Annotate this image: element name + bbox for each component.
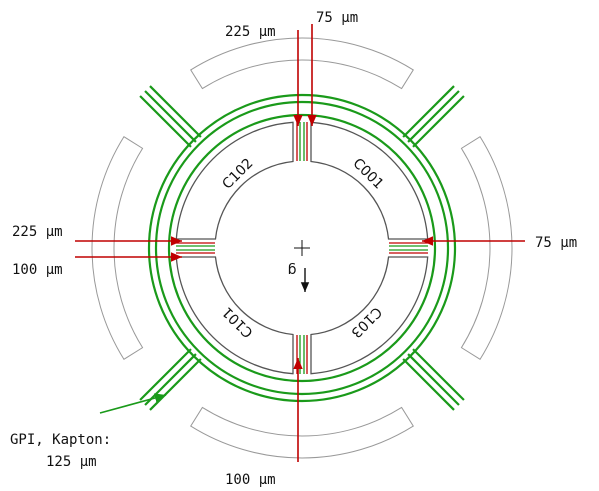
lead (144, 353, 197, 406)
outer-segment (190, 406, 414, 459)
label: 100 μm (225, 472, 276, 488)
label: 100 μm (12, 262, 63, 278)
green-arrow (99, 393, 167, 414)
lead (149, 85, 202, 138)
label: 225 μm (12, 224, 63, 240)
lead (407, 353, 460, 406)
center-cross (294, 240, 310, 256)
guard-ring (147, 93, 457, 403)
lead (402, 85, 455, 138)
outer-segment (91, 136, 144, 360)
outer-segment (460, 136, 513, 360)
gravity-label: g (288, 262, 297, 278)
guard-ring (154, 100, 450, 396)
lead (139, 95, 192, 148)
label: GPI, Kapton: (10, 432, 111, 448)
label: 125 μm (46, 454, 97, 470)
label: 75 μm (316, 10, 358, 26)
red-arrows (75, 24, 525, 462)
lead (139, 348, 192, 401)
outer-segment (190, 37, 414, 90)
label: 225 μm (225, 24, 276, 40)
lead (407, 90, 460, 143)
lead (412, 348, 465, 401)
lead (402, 358, 455, 411)
lead (149, 358, 202, 411)
electrode (310, 256, 429, 375)
label: 75 μm (535, 235, 577, 251)
lead (144, 90, 197, 143)
lead (412, 95, 465, 148)
